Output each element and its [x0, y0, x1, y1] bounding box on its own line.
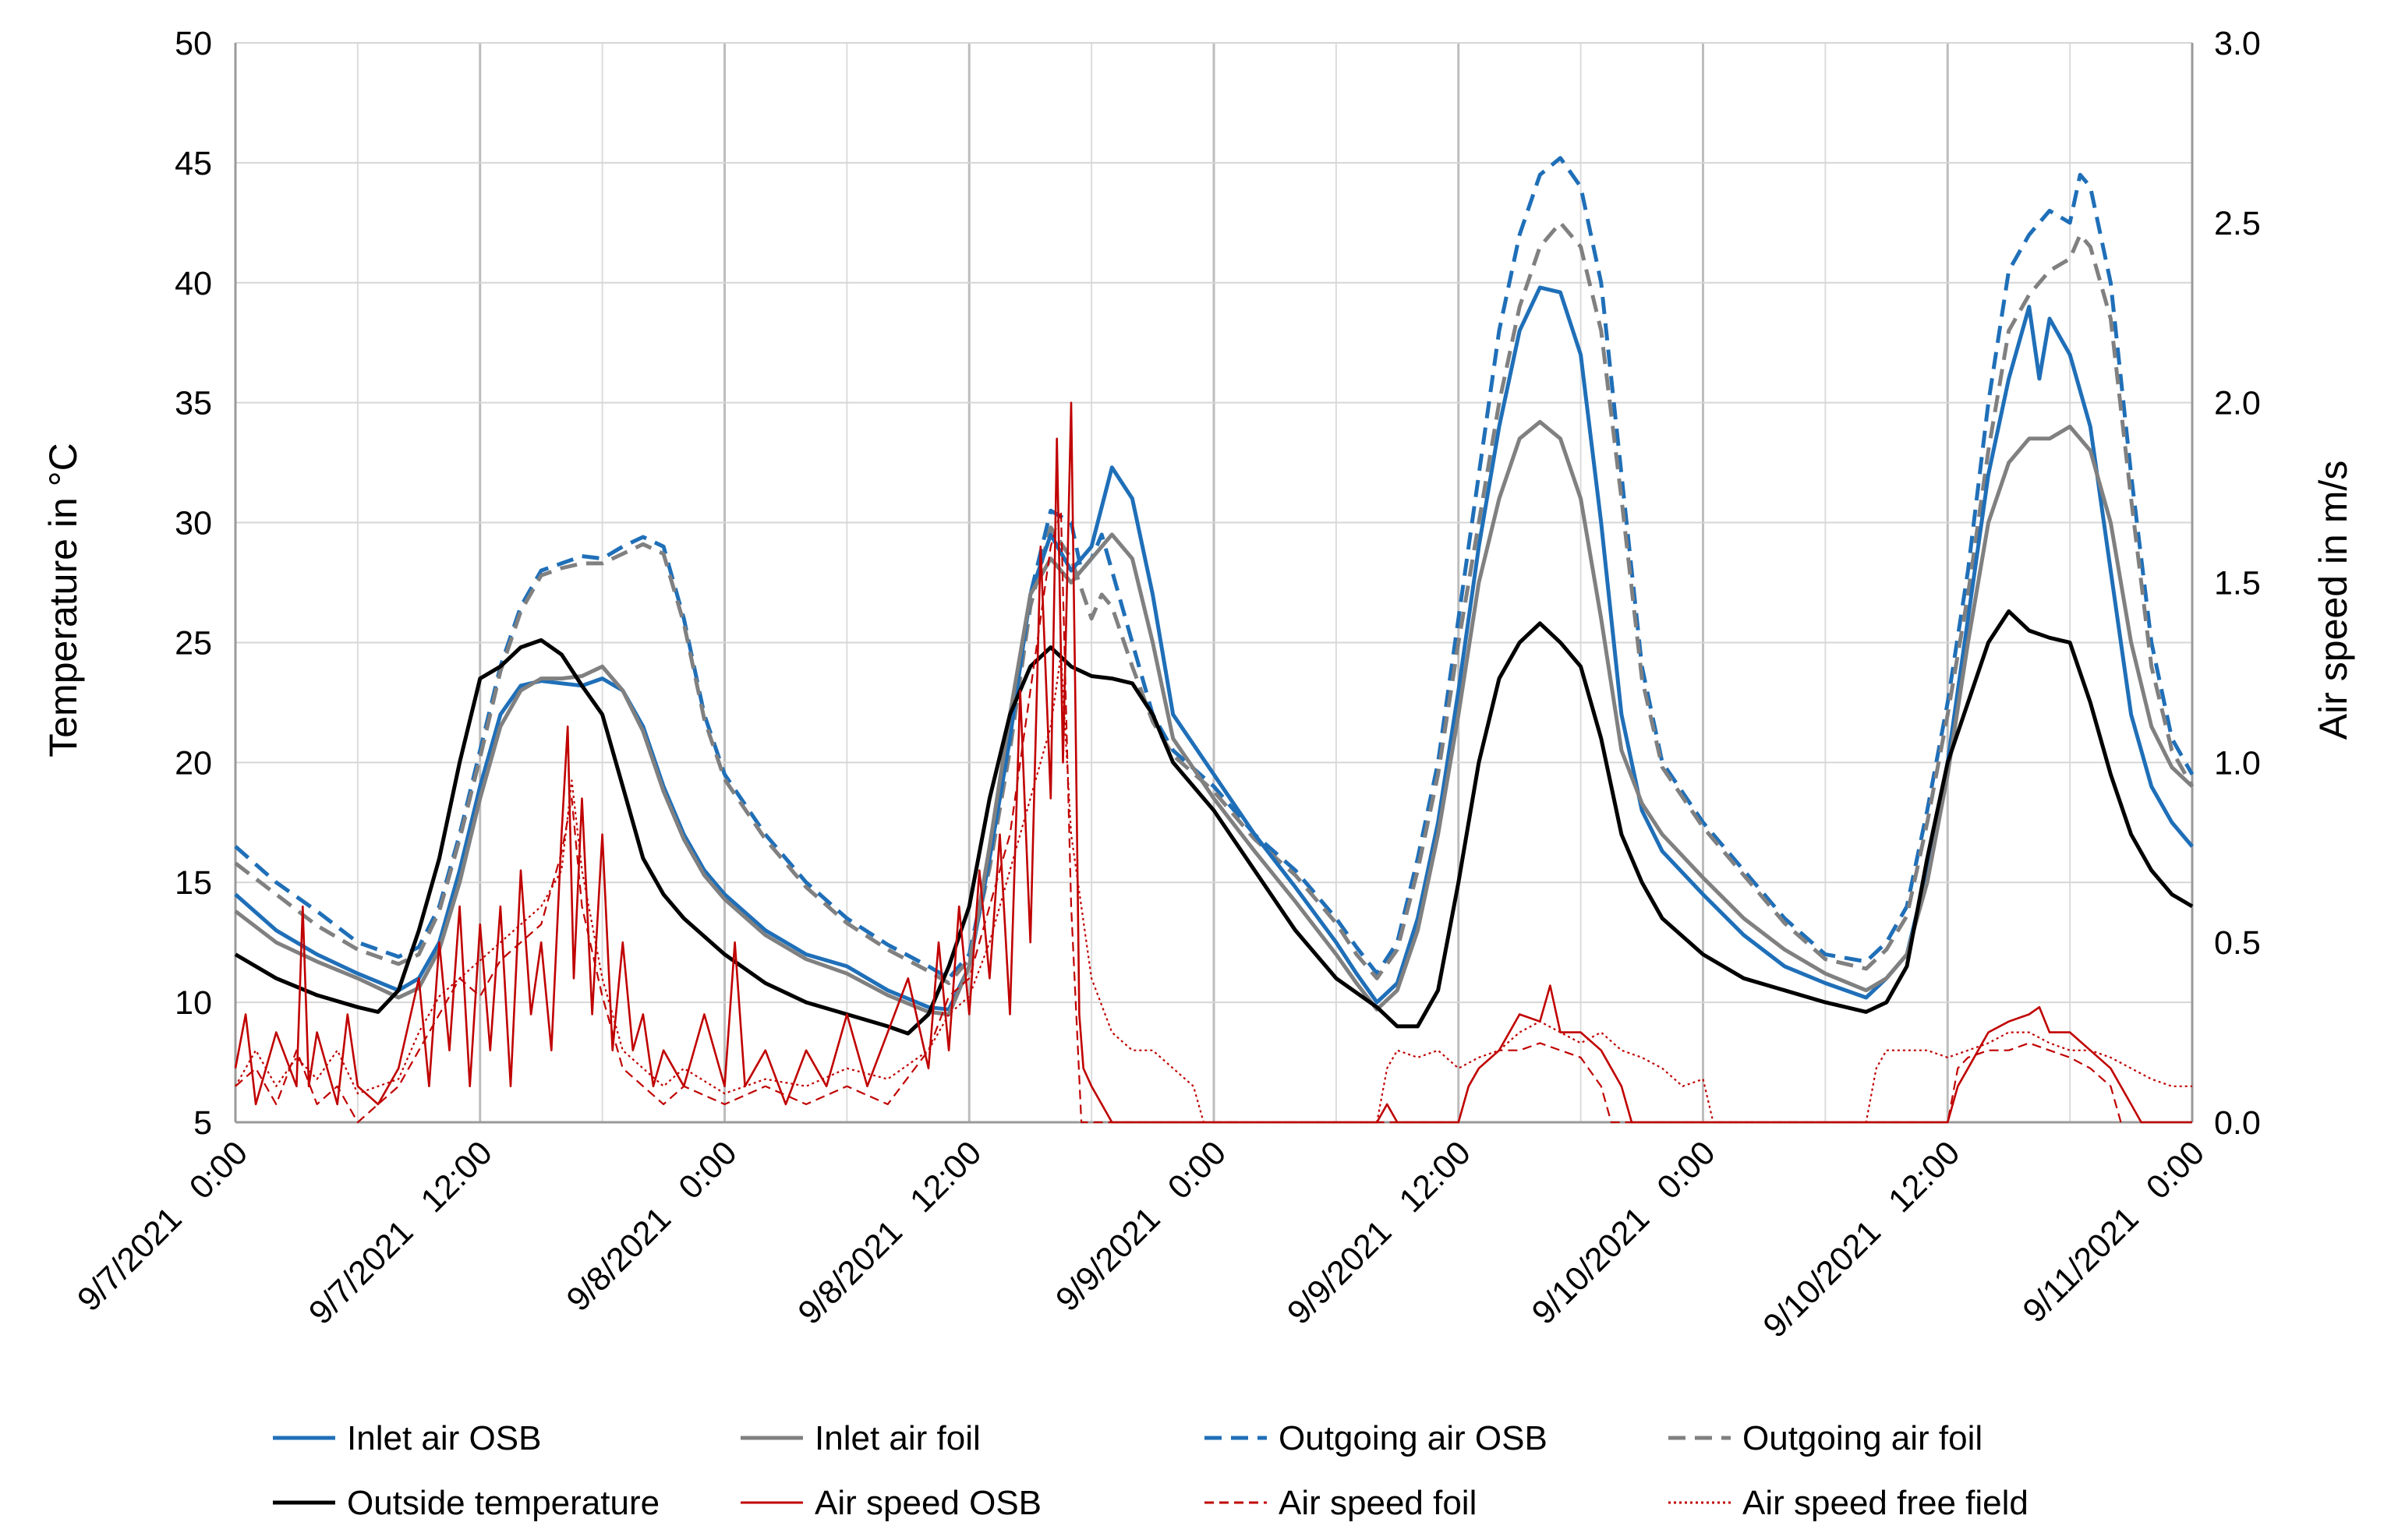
y-tick-label: 20: [175, 744, 212, 782]
legend-label-out_osb: Outgoing air OSB: [1279, 1419, 1547, 1457]
y-tick-label: 40: [175, 265, 212, 302]
y-tick-label: 50: [175, 25, 212, 62]
y2-tick-label: 1.0: [2214, 744, 2261, 782]
y2-tick-label: 2.0: [2214, 385, 2261, 422]
legend-label-speed_foil: Air speed foil: [1279, 1484, 1477, 1522]
y2-tick-label: 0.5: [2214, 924, 2261, 962]
gridlines: [234, 42, 2194, 1123]
y-tick-label: 35: [175, 385, 212, 422]
y-tick-label: 5: [193, 1104, 212, 1142]
y-tick-label: 25: [175, 624, 212, 662]
y-tick-label: 15: [175, 864, 212, 902]
legend-label-outside: Outside temperature: [347, 1484, 660, 1522]
series-out_osb: [234, 156, 2195, 980]
y2-tick-label: 1.5: [2214, 565, 2261, 602]
y-tick-label: 45: [175, 145, 212, 182]
series-layer: [234, 156, 2195, 1124]
left-y-tick-labels: 5 10 15 20 25 30 35 40 45 50: [175, 25, 212, 1142]
right-y-tick-labels: 0.0 0.5 1.0 1.5 2.0 2.5 3.0: [2214, 25, 2261, 1142]
y2-tick-label: 2.5: [2214, 205, 2261, 242]
y-tick-label: 10: [175, 984, 212, 1022]
y2-axis-title: Air speed in m/s: [2311, 461, 2355, 740]
series-speed_osb: [234, 401, 2192, 1124]
y-tick-label: 30: [175, 505, 212, 542]
legend-label-speed_free: Air speed free field: [1742, 1484, 2029, 1522]
y2-tick-label: 0.0: [2214, 1104, 2261, 1142]
legend-label-speed_osb: Air speed OSB: [815, 1484, 1042, 1522]
series-outside: [234, 609, 2194, 1036]
legend-label-out_foil: Outgoing air foil: [1742, 1419, 1983, 1457]
series-out_foil: [234, 221, 2195, 985]
legend: Inlet air OSB Inlet air foil Outgoing air …: [273, 1419, 2029, 1522]
legend-label-inlet_osb: Inlet air OSB: [347, 1419, 541, 1457]
y2-tick-label: 3.0: [2214, 25, 2261, 62]
y-axis-title: Temperature in °C: [41, 443, 85, 758]
legend-label-inlet_foil: Inlet air foil: [815, 1419, 981, 1457]
series-inlet_foil: [234, 419, 2194, 1016]
